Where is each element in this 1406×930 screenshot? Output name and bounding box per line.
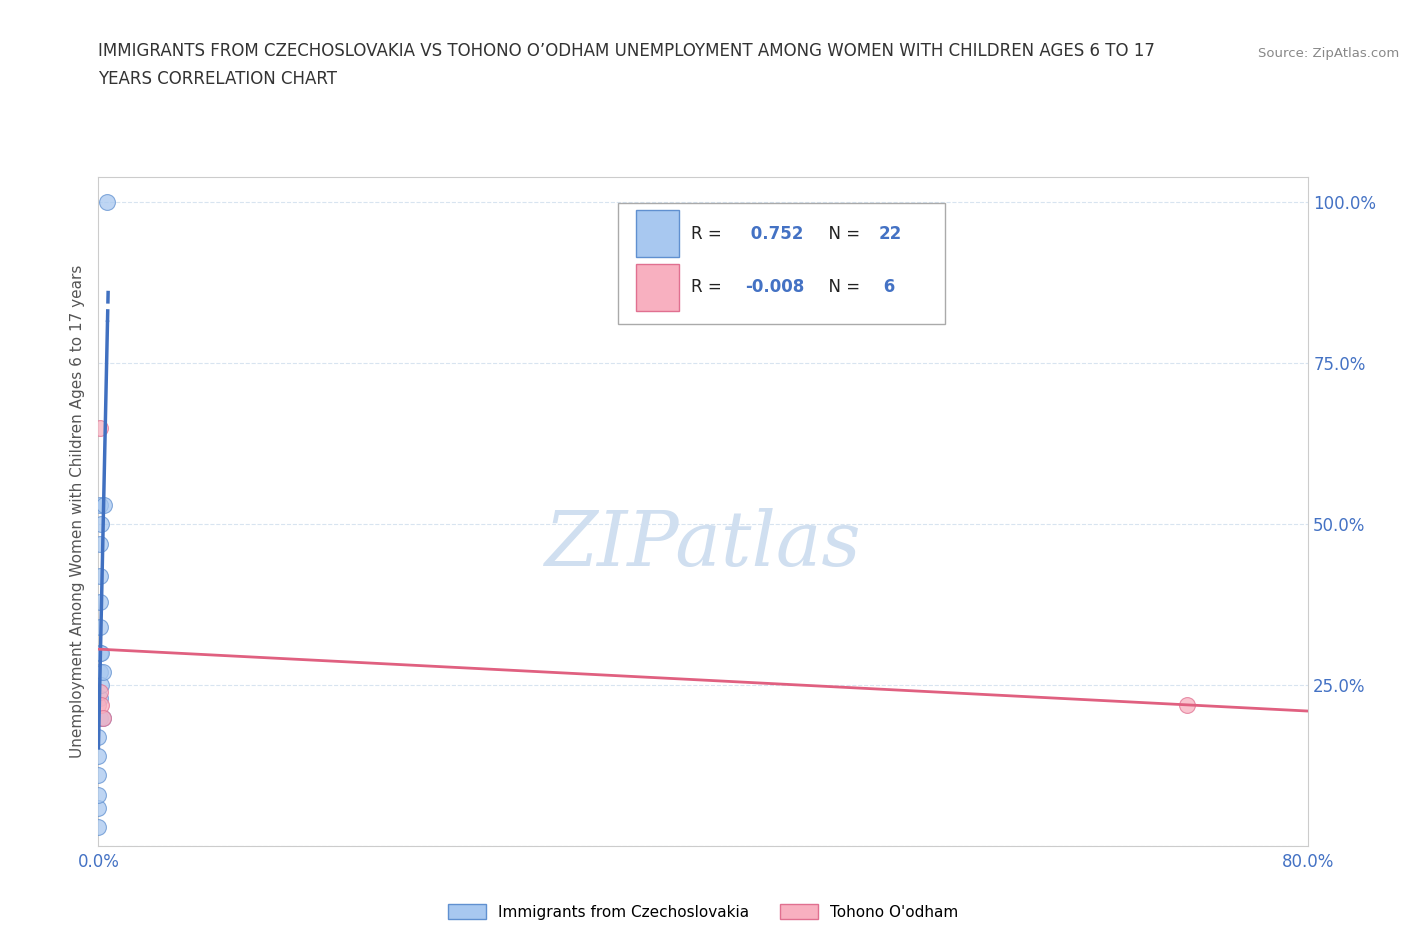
Point [87, 698, 110, 712]
Text: R =: R = [690, 278, 727, 296]
Point [89, 594, 111, 609]
Point [89, 684, 111, 699]
Point [89, 620, 111, 635]
Point [87, 800, 110, 815]
FancyBboxPatch shape [619, 204, 945, 324]
Text: 0.752: 0.752 [745, 225, 804, 243]
Point [93, 498, 115, 512]
Text: ZIPatlas: ZIPatlas [544, 508, 862, 582]
Point [96, 195, 118, 210]
Point [90, 517, 112, 532]
Point [89, 711, 111, 725]
Text: N =: N = [818, 278, 865, 296]
Point [91, 665, 114, 680]
Point [90, 645, 112, 660]
Point [89, 691, 111, 706]
Point [87, 819, 110, 834]
Point [89, 420, 111, 435]
Text: -0.008: -0.008 [745, 278, 804, 296]
Legend: Immigrants from Czechoslovakia, Tohono O'odham: Immigrants from Czechoslovakia, Tohono O… [441, 897, 965, 925]
Point [87, 749, 110, 764]
Point [89, 645, 111, 660]
Text: R =: R = [690, 225, 727, 243]
Text: YEARS CORRELATION CHART: YEARS CORRELATION CHART [98, 71, 337, 88]
Point [1175, 698, 1198, 712]
Y-axis label: Unemployment Among Women with Children Ages 6 to 17 years: Unemployment Among Women with Children A… [70, 265, 86, 758]
Text: 22: 22 [879, 225, 901, 243]
Point [89, 665, 111, 680]
Text: 6: 6 [879, 278, 896, 296]
FancyBboxPatch shape [637, 264, 679, 311]
Point [91, 711, 114, 725]
Point [90, 698, 112, 712]
Point [87, 768, 110, 783]
Point [91, 711, 114, 725]
Text: N =: N = [818, 225, 865, 243]
Point [89, 537, 111, 551]
Text: IMMIGRANTS FROM CZECHOSLOVAKIA VS TOHONO O’ODHAM UNEMPLOYMENT AMONG WOMEN WITH C: IMMIGRANTS FROM CZECHOSLOVAKIA VS TOHONO… [98, 43, 1156, 60]
Point [90, 678, 112, 693]
Text: Source: ZipAtlas.com: Source: ZipAtlas.com [1258, 47, 1399, 60]
Point [89, 498, 111, 512]
Point [87, 729, 110, 744]
Point [89, 568, 111, 583]
FancyBboxPatch shape [637, 210, 679, 257]
Point [87, 788, 110, 803]
